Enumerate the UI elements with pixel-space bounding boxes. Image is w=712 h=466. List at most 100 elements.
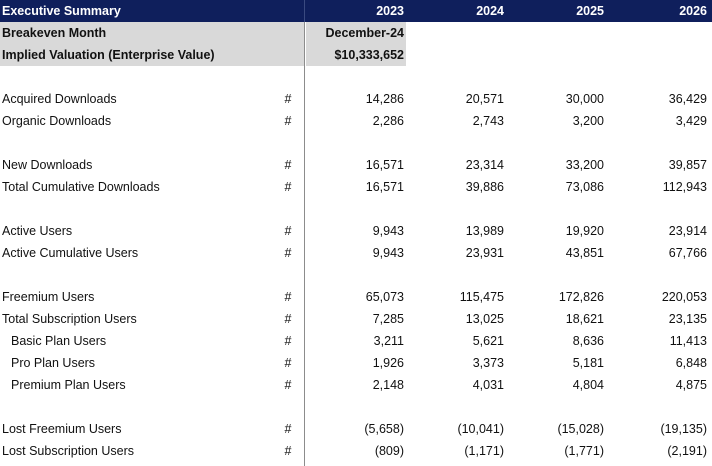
- cell-2024[interactable]: 13,025: [465, 312, 504, 326]
- cell-2023[interactable]: (5,658): [364, 422, 404, 436]
- row-label[interactable]: Lost Subscription Users: [2, 444, 135, 458]
- column-divider: [304, 22, 305, 466]
- year-header-2023[interactable]: 2023: [376, 4, 404, 18]
- header-row: Executive Summary 2023 2024 2025 2026: [0, 0, 712, 22]
- cell-2026[interactable]: 4,875: [675, 378, 707, 392]
- cell-2025[interactable]: 30,000: [565, 92, 604, 106]
- table-row: Lost Freemium Users # (5,658) (10,041) (…: [0, 418, 712, 440]
- row-unit[interactable]: #: [284, 422, 292, 436]
- cell-2025[interactable]: 5,181: [572, 356, 604, 370]
- row-unit[interactable]: #: [284, 224, 292, 238]
- header-divider: [304, 0, 305, 22]
- cell-2026[interactable]: 23,914: [668, 224, 707, 238]
- row-label[interactable]: Pro Plan Users: [11, 356, 96, 370]
- row-unit[interactable]: #: [284, 444, 292, 458]
- cell-2025[interactable]: (1,771): [564, 444, 604, 458]
- cell-2026[interactable]: 3,429: [675, 114, 707, 128]
- table-row: Organic Downloads # 2,286 2,743 3,200 3,…: [0, 110, 712, 132]
- table-row: Freemium Users # 65,073 115,475 172,826 …: [0, 286, 712, 308]
- cell-2026[interactable]: 6,848: [675, 356, 707, 370]
- cell-2026[interactable]: (19,135): [660, 422, 707, 436]
- row-unit[interactable]: #: [284, 312, 292, 326]
- cell-2025[interactable]: 73,086: [565, 180, 604, 194]
- cell-2023[interactable]: 1,926: [372, 356, 404, 370]
- table-row: Total Cumulative Downloads # 16,571 39,8…: [0, 176, 712, 198]
- row-label[interactable]: Acquired Downloads: [2, 92, 117, 106]
- cell-2025[interactable]: 4,804: [572, 378, 604, 392]
- row-label[interactable]: Active Cumulative Users: [2, 246, 139, 260]
- table-row: Acquired Downloads # 14,286 20,571 30,00…: [0, 88, 712, 110]
- cell-2024[interactable]: (1,171): [464, 444, 504, 458]
- cell-2024[interactable]: 3,373: [472, 356, 504, 370]
- cell-2025[interactable]: (15,028): [557, 422, 604, 436]
- cell-2024[interactable]: (10,041): [457, 422, 504, 436]
- cell-2026[interactable]: 23,135: [668, 312, 707, 326]
- cell-2024[interactable]: 23,314: [465, 158, 504, 172]
- cell-2023[interactable]: 14,286: [365, 92, 404, 106]
- row-unit[interactable]: #: [284, 114, 292, 128]
- breakeven-value[interactable]: December-24: [306, 22, 406, 44]
- cell-2023[interactable]: 2,148: [372, 378, 404, 392]
- row-unit[interactable]: #: [284, 246, 292, 260]
- row-label[interactable]: Organic Downloads: [2, 114, 112, 128]
- table-row: Basic Plan Users # 3,211 5,621 8,636 11,…: [0, 330, 712, 352]
- table-row: Lost Subscription Users # (809) (1,171) …: [0, 440, 712, 462]
- cell-2025[interactable]: 172,826: [558, 290, 604, 304]
- row-unit[interactable]: #: [284, 92, 292, 106]
- row-label[interactable]: Freemium Users: [2, 290, 95, 304]
- sheet-title[interactable]: Executive Summary: [2, 4, 121, 18]
- breakeven-row: Breakeven Month December-24: [0, 22, 712, 44]
- row-label[interactable]: Premium Plan Users: [11, 378, 126, 392]
- breakeven-label[interactable]: Breakeven Month: [0, 22, 304, 44]
- year-header-2025[interactable]: 2025: [576, 4, 604, 18]
- row-unit[interactable]: #: [284, 180, 292, 194]
- cell-2026[interactable]: 11,413: [669, 334, 707, 348]
- cell-2026[interactable]: (2,191): [667, 444, 707, 458]
- cell-2025[interactable]: 3,200: [572, 114, 604, 128]
- cell-2026[interactable]: 39,857: [668, 158, 707, 172]
- valuation-value[interactable]: $10,333,652: [306, 44, 406, 66]
- cell-2023[interactable]: 16,571: [365, 158, 404, 172]
- cell-2023[interactable]: 3,211: [373, 334, 404, 348]
- cell-2024[interactable]: 4,031: [472, 378, 504, 392]
- cell-2026[interactable]: 36,429: [668, 92, 707, 106]
- cell-2024[interactable]: 2,743: [472, 114, 504, 128]
- cell-2023[interactable]: 16,571: [365, 180, 404, 194]
- year-header-2024[interactable]: 2024: [476, 4, 504, 18]
- row-label[interactable]: Lost Freemium Users: [2, 422, 122, 436]
- row-label[interactable]: Basic Plan Users: [11, 334, 107, 348]
- cell-2025[interactable]: 8,636: [572, 334, 604, 348]
- cell-2025[interactable]: 18,621: [565, 312, 604, 326]
- cell-2023[interactable]: 65,073: [365, 290, 404, 304]
- row-unit[interactable]: #: [284, 158, 292, 172]
- valuation-label[interactable]: Implied Valuation (Enterprise Value): [0, 44, 304, 66]
- row-label[interactable]: New Downloads: [2, 158, 93, 172]
- cell-2024[interactable]: 5,621: [472, 334, 504, 348]
- cell-2026[interactable]: 112,943: [662, 180, 707, 194]
- cell-2026[interactable]: 67,766: [668, 246, 707, 260]
- row-unit[interactable]: #: [284, 356, 292, 370]
- cell-2024[interactable]: 23,931: [465, 246, 504, 260]
- cell-2025[interactable]: 33,200: [565, 158, 604, 172]
- cell-2023[interactable]: (809): [374, 444, 404, 458]
- row-label[interactable]: Total Cumulative Downloads: [2, 180, 160, 194]
- table-row: New Downloads # 16,571 23,314 33,200 39,…: [0, 154, 712, 176]
- row-unit[interactable]: #: [284, 290, 292, 304]
- valuation-row: Implied Valuation (Enterprise Value) $10…: [0, 44, 712, 66]
- cell-2024[interactable]: 13,989: [465, 224, 504, 238]
- cell-2023[interactable]: 2,286: [372, 114, 404, 128]
- cell-2024[interactable]: 115,475: [459, 290, 504, 304]
- row-label[interactable]: Active Users: [2, 224, 73, 238]
- cell-2023[interactable]: 7,285: [372, 312, 404, 326]
- row-unit[interactable]: #: [284, 378, 292, 392]
- cell-2024[interactable]: 20,571: [465, 92, 504, 106]
- row-unit[interactable]: #: [284, 334, 292, 348]
- row-label[interactable]: Total Subscription Users: [2, 312, 137, 326]
- cell-2026[interactable]: 220,053: [661, 290, 707, 304]
- cell-2023[interactable]: 9,943: [372, 224, 404, 238]
- cell-2025[interactable]: 43,851: [565, 246, 604, 260]
- cell-2025[interactable]: 19,920: [565, 224, 604, 238]
- cell-2023[interactable]: 9,943: [372, 246, 404, 260]
- cell-2024[interactable]: 39,886: [465, 180, 504, 194]
- year-header-2026[interactable]: 2026: [679, 4, 707, 18]
